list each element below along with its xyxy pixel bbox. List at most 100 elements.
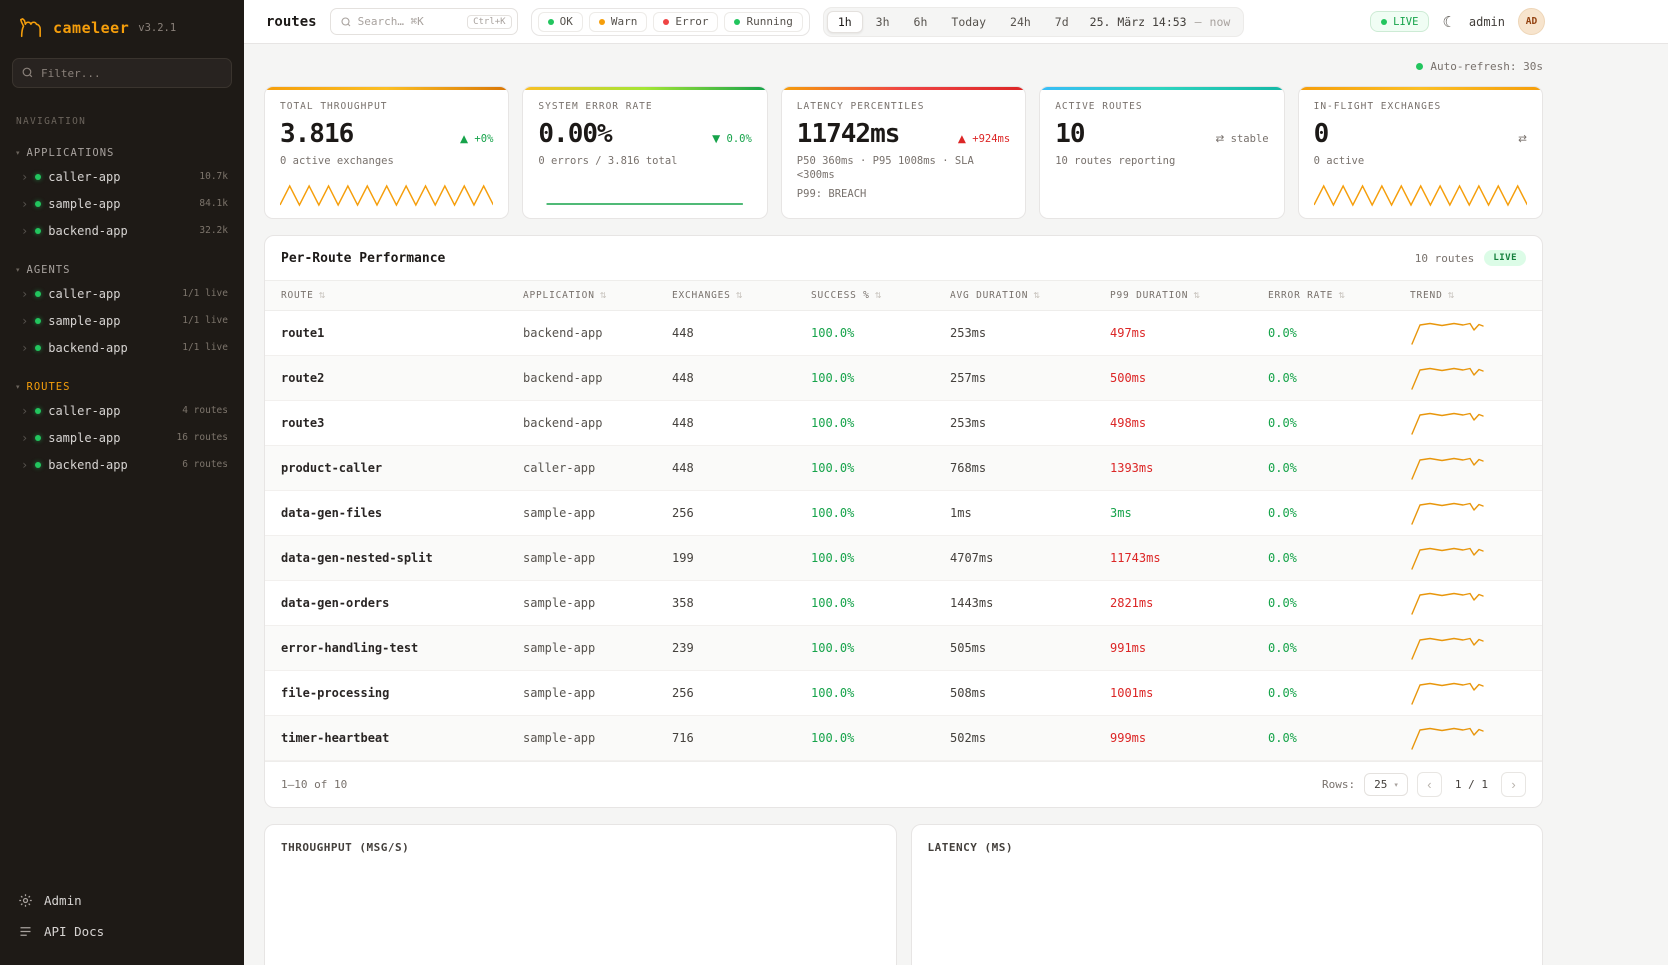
sidebar-item-badge: 32.2k bbox=[199, 225, 228, 236]
column-header-route[interactable]: ROUTE ⇅ bbox=[281, 290, 327, 301]
table-header-row: ROUTE ⇅ APPLICATION ⇅ EXCHANGES ⇅ SUCCES… bbox=[265, 280, 1542, 311]
camel-logo-icon bbox=[19, 17, 41, 38]
cell-exchanges: 448 bbox=[672, 371, 694, 385]
caret-icon: ▾ bbox=[16, 149, 20, 157]
sidebar-item-applications-sample-app[interactable]: › sample-app 84.1k bbox=[0, 190, 244, 217]
panel-title: Per-Route Performance bbox=[281, 250, 446, 266]
table-row-product-caller[interactable]: product-caller caller-app 448 100.0% 768… bbox=[265, 446, 1542, 491]
sort-icon: ⇅ bbox=[1193, 291, 1201, 300]
sidebar-item-badge: 1/1 live bbox=[182, 288, 228, 299]
kpi-accent-bar bbox=[781, 87, 1026, 90]
sidebar-item-routes-sample-app[interactable]: › sample-app 16 routes bbox=[0, 424, 244, 451]
sidebar-item-badge: 16 routes bbox=[176, 432, 228, 443]
kpi-delta: ▲ +924ms bbox=[957, 133, 1011, 145]
chevron-right-icon: › bbox=[21, 196, 29, 211]
main-content: Auto-refresh: 30s TOTAL THROUGHPUT 3.816… bbox=[244, 44, 1668, 965]
search-input[interactable]: Search… ⌘K Ctrl+K bbox=[329, 8, 518, 35]
sidebar-item-api-docs[interactable]: API Docs bbox=[16, 916, 228, 947]
filter-chip-error[interactable]: Error bbox=[653, 11, 719, 32]
status-dot-icon bbox=[35, 344, 42, 351]
table-row-route2[interactable]: route2 backend-app 448 100.0% 257ms 500m… bbox=[265, 356, 1542, 401]
date-start: 25. März 14:53 bbox=[1089, 14, 1187, 29]
range-button-24h[interactable]: 24h bbox=[999, 11, 1042, 33]
column-header-trend[interactable]: TREND ⇅ bbox=[1410, 290, 1456, 301]
range-button-today[interactable]: Today bbox=[940, 11, 997, 33]
range-button-3h[interactable]: 3h bbox=[865, 11, 901, 33]
cell-error-rate: 0.0% bbox=[1268, 596, 1297, 610]
cell-application: caller-app bbox=[523, 461, 596, 475]
sidebar-item-agents-caller-app[interactable]: › caller-app 1/1 live bbox=[0, 280, 244, 307]
trend-sparkline bbox=[1411, 457, 1484, 480]
sidebar-item-routes-backend-app[interactable]: › backend-app 6 routes bbox=[0, 451, 244, 478]
prev-page-button[interactable]: ‹ bbox=[1416, 772, 1442, 797]
table-row-route3[interactable]: route3 backend-app 448 100.0% 253ms 498m… bbox=[265, 401, 1542, 446]
sidebar-item-label: caller-app bbox=[48, 169, 121, 184]
cell-avg-duration: 1ms bbox=[950, 506, 972, 520]
table-row-route1[interactable]: route1 backend-app 448 100.0% 253ms 497m… bbox=[265, 311, 1542, 356]
cell-success: 100.0% bbox=[811, 686, 855, 700]
sidebar-item-agents-backend-app[interactable]: › backend-app 1/1 live bbox=[0, 334, 244, 361]
range-button-7d[interactable]: 7d bbox=[1044, 11, 1080, 33]
sidebar-section-header[interactable]: ▾ APPLICATIONS bbox=[0, 143, 244, 163]
cell-application: sample-app bbox=[523, 641, 596, 655]
range-button-6h[interactable]: 6h bbox=[903, 11, 939, 33]
kpi-title: ACTIVE ROUTES bbox=[1055, 101, 1143, 112]
column-header-success[interactable]: SUCCESS % ⇅ bbox=[811, 290, 883, 301]
rows-per-page-select[interactable]: 25 ▾ bbox=[1364, 773, 1408, 796]
sidebar-item-badge: 10.7k bbox=[199, 171, 228, 182]
sidebar-item-applications-caller-app[interactable]: › caller-app 10.7k bbox=[0, 163, 244, 190]
sort-icon: ⇅ bbox=[735, 291, 744, 300]
range-button-1h[interactable]: 1h bbox=[826, 10, 863, 33]
live-badge[interactable]: LIVE bbox=[1370, 11, 1430, 32]
dark-mode-toggle[interactable]: ☾ bbox=[1442, 13, 1455, 31]
trend-sparkline bbox=[1411, 547, 1484, 570]
sparkline-chart bbox=[280, 184, 494, 207]
column-header-avg-duration[interactable]: AVG DURATION ⇅ bbox=[950, 290, 1041, 301]
sidebar-section-header[interactable]: ▾ AGENTS bbox=[0, 260, 244, 280]
cell-p99-duration: 999ms bbox=[1110, 731, 1147, 745]
sidebar-item-applications-backend-app[interactable]: › backend-app 32.2k bbox=[0, 217, 244, 244]
cell-success: 100.0% bbox=[811, 731, 855, 745]
filter-chip-ok[interactable]: OK bbox=[537, 11, 583, 32]
sidebar-item-label: caller-app bbox=[48, 403, 121, 418]
kpi-subtext: 10 routes reporting bbox=[1055, 155, 1176, 167]
sidebar-item-routes-caller-app[interactable]: › caller-app 4 routes bbox=[0, 397, 244, 424]
table-row-timer-heartbeat[interactable]: timer-heartbeat sample-app 716 100.0% 50… bbox=[265, 716, 1542, 761]
sidebar-item-label: sample-app bbox=[48, 196, 121, 211]
cell-application: backend-app bbox=[523, 326, 603, 340]
cell-application: sample-app bbox=[523, 596, 596, 610]
table-row-error-handling-test[interactable]: error-handling-test sample-app 239 100.0… bbox=[265, 626, 1542, 671]
kpi-subtext: 0 errors / 3.816 total bbox=[538, 155, 678, 167]
filter-chip-warn[interactable]: Warn bbox=[588, 11, 648, 32]
filter-chip-running[interactable]: Running bbox=[724, 11, 803, 32]
cell-success: 100.0% bbox=[811, 416, 855, 430]
sidebar-item-agents-sample-app[interactable]: › sample-app 1/1 live bbox=[0, 307, 244, 334]
throughput-chart-panel: THROUGHPUT (MSG/S) bbox=[264, 824, 897, 965]
cell-error-rate: 0.0% bbox=[1268, 731, 1297, 745]
table-footer: 1–10 of 10 Rows: 25 ▾ ‹ 1 / 1 › bbox=[265, 761, 1542, 807]
routes-count: 10 routes bbox=[1414, 251, 1475, 265]
next-page-button[interactable]: › bbox=[1501, 772, 1526, 797]
avatar[interactable]: AD bbox=[1518, 8, 1545, 35]
table-row-file-processing[interactable]: file-processing sample-app 256 100.0% 50… bbox=[265, 671, 1542, 716]
sidebar-item-admin[interactable]: Admin bbox=[16, 885, 228, 916]
sidebar-section-label: ROUTES bbox=[26, 381, 71, 393]
sidebar-section-header[interactable]: ▾ ROUTES bbox=[0, 377, 244, 397]
date-range: 25. März 14:53 — now bbox=[1090, 15, 1231, 29]
status-dot-icon bbox=[35, 173, 42, 180]
sidebar-item-label: sample-app bbox=[48, 313, 121, 328]
kpi-card-total-throughput: TOTAL THROUGHPUT 3.816 ▲ +0% 0 active ex… bbox=[264, 86, 510, 219]
kpi-title: IN-FLIGHT EXCHANGES bbox=[1313, 101, 1442, 112]
kpi-title: LATENCY PERCENTILES bbox=[796, 101, 925, 112]
sparkline-chart bbox=[1313, 184, 1527, 207]
column-header-error-rate[interactable]: ERROR RATE ⇅ bbox=[1268, 290, 1346, 301]
column-header-p99-duration[interactable]: P99 DURATION ⇅ bbox=[1110, 290, 1201, 301]
cell-avg-duration: 253ms bbox=[950, 416, 987, 430]
column-header-application[interactable]: APPLICATION ⇅ bbox=[523, 290, 608, 301]
column-header-exchanges[interactable]: EXCHANGES ⇅ bbox=[672, 290, 744, 301]
table-row-data-gen-nested-split[interactable]: data-gen-nested-split sample-app 199 100… bbox=[265, 536, 1542, 581]
cell-route: route2 bbox=[281, 371, 325, 385]
table-row-data-gen-files[interactable]: data-gen-files sample-app 256 100.0% 1ms… bbox=[265, 491, 1542, 536]
sidebar-filter-input[interactable] bbox=[12, 58, 232, 88]
table-row-data-gen-orders[interactable]: data-gen-orders sample-app 358 100.0% 14… bbox=[265, 581, 1542, 626]
